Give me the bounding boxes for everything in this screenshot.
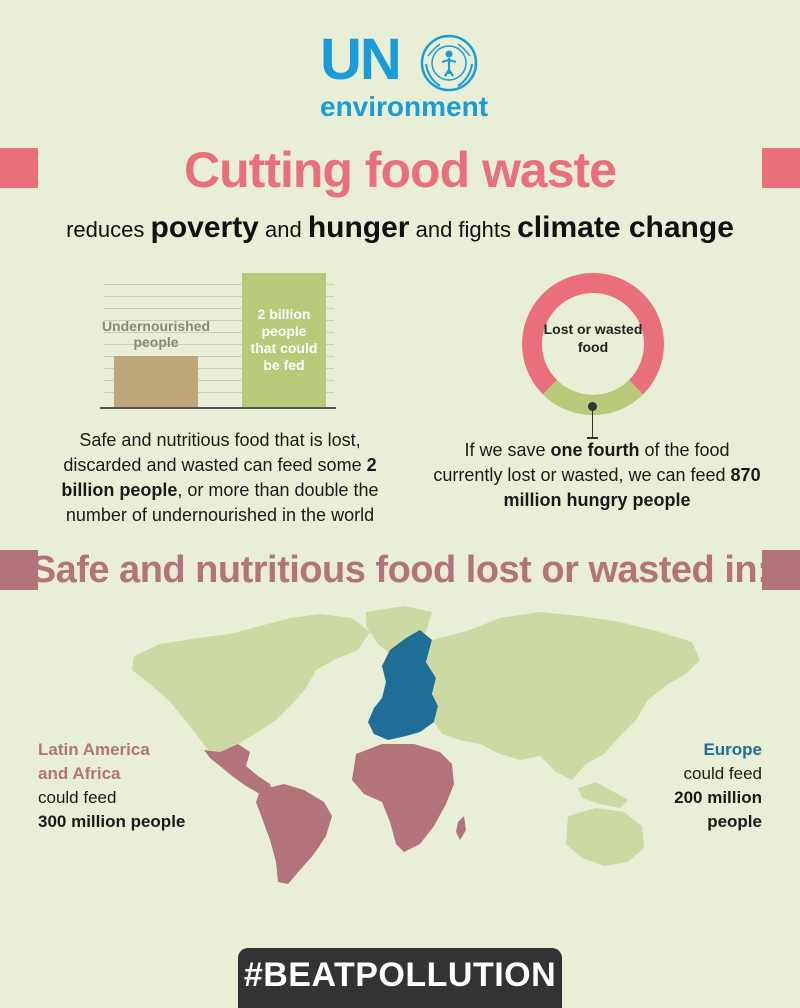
hashtag-banner: #BEATPOLLUTION <box>238 948 562 1008</box>
subtitle-text: and <box>258 217 308 242</box>
grid-line <box>104 392 334 393</box>
grid-line <box>104 332 334 333</box>
world-map <box>132 606 700 884</box>
latam-africa-amount: 300 million people <box>38 812 186 831</box>
left-description: Safe and nutritious food that is lost, d… <box>40 428 400 528</box>
europe-amount: people <box>707 812 762 831</box>
bar-undernourished <box>114 356 198 407</box>
right-description-highlight: one fourth <box>550 440 640 460</box>
right-description-highlight: 870 million hungry people <box>503 465 761 510</box>
grid-line <box>104 296 334 297</box>
grid-line <box>104 356 334 357</box>
map-madagascar <box>456 816 466 840</box>
bar-undernourished-label: Undernourished people <box>101 318 211 350</box>
grid-line <box>104 308 334 309</box>
right-description: If we save one fourth of the food curren… <box>432 438 762 513</box>
map-central-america <box>204 744 272 794</box>
donut-pointer-dot <box>588 402 597 411</box>
section-accent-left <box>0 550 38 590</box>
bar-2-billion: 2 billion people that could be fed <box>242 273 326 407</box>
chart-baseline <box>100 407 336 409</box>
map-australia <box>566 808 644 866</box>
title-accent-right <box>762 148 800 188</box>
map-southeast-asia <box>578 782 628 808</box>
left-description-text: , or more than double the number of unde… <box>65 480 379 525</box>
latam-africa-name: and Africa <box>38 764 121 783</box>
right-description-text: If we save <box>464 440 551 460</box>
page-title: Cutting food waste <box>184 142 617 198</box>
subtitle-text: reduces <box>66 217 151 242</box>
europe-could-feed: could feed <box>683 764 762 783</box>
latam-africa-label: Latin America and Africa could feed 300 … <box>38 738 238 834</box>
title-accent-left <box>0 148 38 188</box>
subtitle-hunger: hunger <box>307 211 410 244</box>
map-greenland <box>366 606 432 656</box>
map-asia <box>426 612 700 780</box>
donut-pointer-line <box>592 405 593 438</box>
logo-environment-text: environment <box>320 91 489 122</box>
un-emblem-icon <box>420 34 478 92</box>
left-description-text: Safe and nutritious food that is lost, d… <box>63 430 367 475</box>
subtitle: reduces poverty and hunger and fights cl… <box>0 208 800 250</box>
grid-line <box>104 320 334 321</box>
europe-label: Europe could feed 200 million people <box>600 738 762 834</box>
bar-2-billion-label: 2 billion people that could be fed <box>250 306 318 373</box>
section-title: Safe and nutritious food lost or wasted … <box>30 549 770 591</box>
europe-name: Europe <box>703 740 762 759</box>
latam-africa-name: Latin America <box>38 740 150 759</box>
map-north-america <box>132 614 370 752</box>
grid-line <box>104 368 334 369</box>
comparison-bar-chart: Undernourished people 2 billion people t… <box>100 268 340 412</box>
map-south-america <box>256 784 332 884</box>
donut-pointer-tick <box>587 437 598 439</box>
grid-line <box>104 284 334 285</box>
donut-saved-segment <box>522 273 664 415</box>
europe-amount: 200 million <box>674 788 762 807</box>
map-africa <box>352 744 454 852</box>
right-description-text: of the food currently lost or wasted, we… <box>433 440 731 485</box>
subtitle-poverty: poverty <box>150 211 259 244</box>
latam-africa-could-feed: could feed <box>38 788 117 807</box>
left-description-highlight: 2 billion people <box>61 455 377 500</box>
section-accent-right <box>762 550 800 590</box>
grid-line <box>104 344 334 345</box>
logo-un-text: UN <box>320 27 402 92</box>
un-environment-logo: UN environment <box>320 27 489 122</box>
donut-label: Lost or wasted food <box>543 321 643 355</box>
subtitle-text: and fights <box>409 217 518 242</box>
grid-line <box>104 380 334 381</box>
map-europe <box>368 630 438 740</box>
subtitle-climate-change: climate change <box>517 211 734 244</box>
